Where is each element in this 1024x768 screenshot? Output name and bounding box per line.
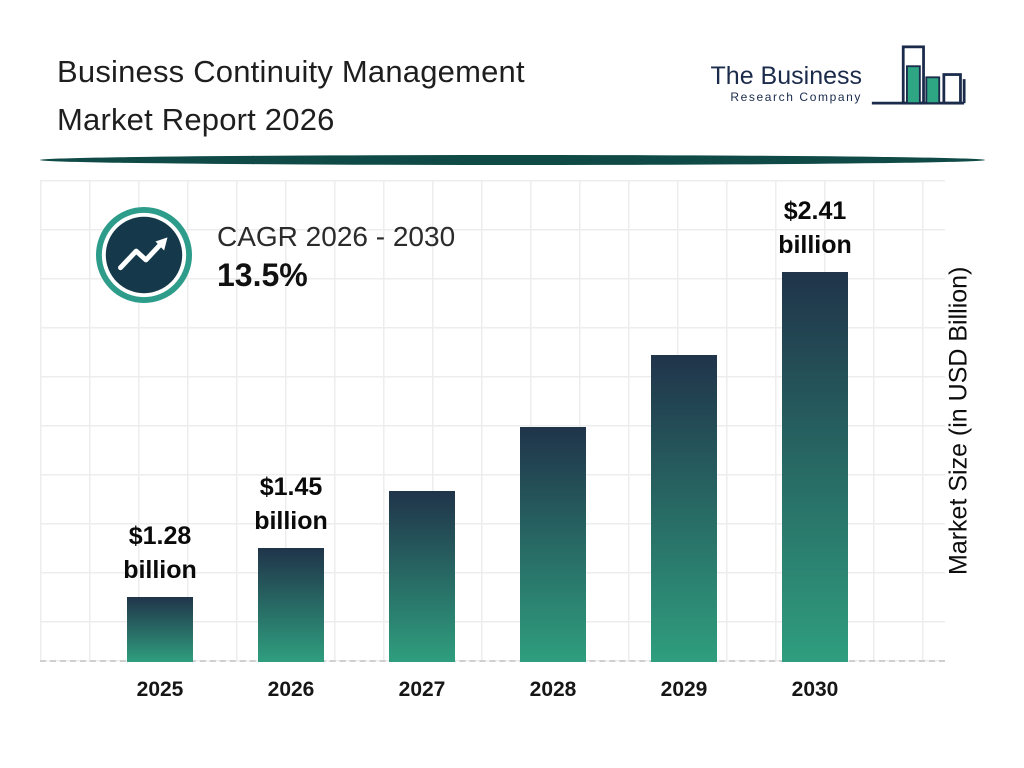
bar-2027: [389, 491, 455, 662]
bar-chart-logo-icon: [870, 44, 966, 123]
bar-value-label-2030: $2.41 billion: [778, 197, 852, 259]
divider-lens-shape: [40, 155, 985, 165]
cagr-text-block: CAGR 2026 - 2030 13.5%: [217, 221, 455, 294]
company-logo: The Business Research Company: [711, 44, 966, 123]
bar-group-2029: 2029: [624, 355, 744, 701]
page-title-line1: Business Continuity Management: [57, 54, 525, 89]
bar-2025: [127, 597, 193, 662]
bar-group-2030: $2.41 billion 2030: [755, 194, 875, 701]
bar-value-label-2026: $1.45 billion: [254, 473, 328, 535]
bar-value-label-2025: $1.28 billion: [123, 522, 197, 584]
title-divider: [40, 155, 985, 165]
x-tick-2026: 2026: [267, 678, 315, 701]
page-title: Business Continuity Management Market Re…: [57, 48, 525, 144]
trend-up-icon: [95, 206, 193, 309]
bar-2026: [258, 548, 324, 662]
x-tick-2027: 2027: [398, 678, 446, 701]
logo-name-line2: Research Company: [730, 90, 862, 104]
bar-group-2028: 2028: [493, 427, 613, 701]
bar-2029: [651, 355, 717, 662]
y-axis-label: Market Size (in USD Billion): [944, 266, 973, 576]
logo-name-line1: The Business: [710, 62, 862, 90]
cagr-value: 13.5%: [217, 257, 308, 293]
cagr-badge: CAGR 2026 - 2030 13.5%: [95, 206, 455, 309]
bar-group-2026: $1.45 billion 2026: [231, 470, 351, 701]
x-tick-2028: 2028: [529, 678, 577, 701]
bar-2030: [782, 272, 848, 662]
bar-chart: $1.28 billion 2025 $1.45 billion 2026 2027 2028…: [100, 185, 875, 701]
bar-group-2027: 2027: [362, 491, 482, 701]
x-tick-2025: 2025: [136, 678, 184, 701]
x-tick-2029: 2029: [660, 678, 708, 701]
bar-2028: [520, 427, 586, 662]
company-logo-text: The Business Research Company: [710, 62, 862, 105]
page-title-line2: Market Report 2026: [57, 102, 335, 137]
cagr-period-label: CAGR 2026 - 2030: [217, 221, 456, 252]
bar-group-2025: $1.28 billion 2025: [100, 519, 220, 701]
x-tick-2030: 2030: [791, 678, 839, 701]
